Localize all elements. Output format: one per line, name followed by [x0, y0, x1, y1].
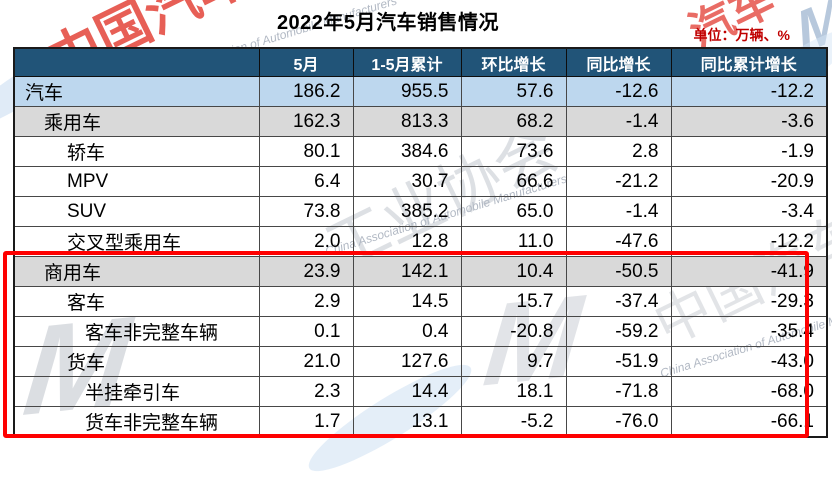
header-row: 5月 1-5月累计 环比增长 同比增长 同比累计增长	[13, 47, 828, 77]
value-cell: 6.4	[258, 166, 354, 197]
value-cell: -29.3	[670, 286, 828, 317]
row-label: 乘用车	[13, 106, 260, 137]
row-label: 货车非完整车辆	[13, 406, 260, 438]
value-cell: -47.6	[565, 226, 672, 257]
value-cell: 10.4	[460, 256, 567, 287]
value-cell: 0.1	[258, 316, 354, 347]
value-cell: 12.8	[352, 226, 462, 257]
value-cell: -1.4	[565, 106, 672, 137]
header-cell-yoy-cumulative-growth: 同比累计增长	[670, 47, 828, 77]
table-header: 5月 1-5月累计 环比增长 同比增长 同比累计增长	[13, 47, 828, 77]
value-cell: 80.1	[258, 136, 354, 167]
value-cell: -50.5	[565, 256, 672, 287]
table-row: 乘用车 162.3 813.3 68.2 -1.4 -3.6	[13, 106, 828, 137]
value-cell: 186.2	[258, 76, 354, 107]
table-row: 交叉型乘用车 2.0 12.8 11.0 -47.6 -12.2	[13, 226, 828, 257]
value-cell: -12.2	[670, 76, 828, 107]
value-cell: 2.0	[258, 226, 354, 257]
value-cell: 18.1	[460, 376, 567, 407]
value-cell: 0.4	[352, 316, 462, 347]
unit-label: 单位：万辆、%	[693, 27, 790, 43]
value-cell: 30.7	[352, 166, 462, 197]
value-cell: 68.2	[460, 106, 567, 137]
value-cell: -76.0	[565, 406, 672, 438]
value-cell: 2.3	[258, 376, 354, 407]
row-label: 汽车	[13, 76, 260, 107]
value-cell: 14.4	[352, 376, 462, 407]
value-cell: -1.4	[565, 196, 672, 227]
sales-table: 5月 1-5月累计 环比增长 同比增长 同比累计增长 汽车 186.2 955.5 5…	[13, 47, 828, 438]
value-cell: 813.3	[352, 106, 462, 137]
value-cell: -43.0	[670, 346, 828, 377]
value-cell: 1.7	[258, 406, 354, 438]
row-label: 客车非完整车辆	[13, 316, 260, 347]
value-cell: 65.0	[460, 196, 567, 227]
row-label: MPV	[13, 166, 260, 197]
table-row: 货车 21.0 127.6 9.7 -51.9 -43.0	[13, 346, 828, 377]
table-row: 半挂牵引车 2.3 14.4 18.1 -71.8 -68.0	[13, 376, 828, 407]
value-cell: -66.1	[670, 406, 828, 438]
value-cell: 2.9	[258, 286, 354, 317]
value-cell: -68.0	[670, 376, 828, 407]
table-row: 轿车 80.1 384.6 73.6 2.8 -1.9	[13, 136, 828, 167]
header-cell-mom-growth: 环比增长	[460, 47, 567, 77]
value-cell: -20.8	[460, 316, 567, 347]
value-cell: -12.6	[565, 76, 672, 107]
value-cell: -21.2	[565, 166, 672, 197]
value-cell: -37.4	[565, 286, 672, 317]
header-cell-yoy-growth: 同比增长	[565, 47, 672, 77]
value-cell: 73.8	[258, 196, 354, 227]
value-cell: 955.5	[352, 76, 462, 107]
table-row: 客车非完整车辆 0.1 0.4 -20.8 -59.2 -35.4	[13, 316, 828, 347]
value-cell: 21.0	[258, 346, 354, 377]
value-cell: 142.1	[352, 256, 462, 287]
row-label: 客车	[13, 286, 260, 317]
value-cell: 384.6	[352, 136, 462, 167]
value-cell: 127.6	[352, 346, 462, 377]
value-cell: 15.7	[460, 286, 567, 317]
header-cell-cumulative: 1-5月累计	[352, 47, 462, 77]
header-cell-may: 5月	[258, 47, 354, 77]
value-cell: -3.6	[670, 106, 828, 137]
value-cell: -3.4	[670, 196, 828, 227]
table-row: 客车 2.9 14.5 15.7 -37.4 -29.3	[13, 286, 828, 317]
value-cell: 57.6	[460, 76, 567, 107]
row-label: 交叉型乘用车	[13, 226, 260, 257]
value-cell: 23.9	[258, 256, 354, 287]
value-cell: -12.2	[670, 226, 828, 257]
row-label: 轿车	[13, 136, 260, 167]
value-cell: 2.8	[565, 136, 672, 167]
value-cell: 9.7	[460, 346, 567, 377]
table-row: MPV 6.4 30.7 66.6 -21.2 -20.9	[13, 166, 828, 197]
value-cell: 13.1	[352, 406, 462, 438]
table-row: 货车非完整车辆 1.7 13.1 -5.2 -76.0 -66.1	[13, 406, 828, 438]
value-cell: -51.9	[565, 346, 672, 377]
row-label: 货车	[13, 346, 260, 377]
value-cell: 14.5	[352, 286, 462, 317]
value-cell: -71.8	[565, 376, 672, 407]
value-cell: 73.6	[460, 136, 567, 167]
row-label: 商用车	[13, 256, 260, 287]
value-cell: -41.9	[670, 256, 828, 287]
row-label: 半挂牵引车	[13, 376, 260, 407]
value-cell: -59.2	[565, 316, 672, 347]
table-body: 汽车 186.2 955.5 57.6 -12.6 -12.2 乘用车 162.3 813.3 6…	[13, 76, 828, 438]
header-cell-category	[13, 47, 260, 77]
value-cell: 162.3	[258, 106, 354, 137]
value-cell: 11.0	[460, 226, 567, 257]
row-label: SUV	[13, 196, 260, 227]
value-cell: -1.9	[670, 136, 828, 167]
value-cell: -5.2	[460, 406, 567, 438]
value-cell: 385.2	[352, 196, 462, 227]
page-title: 2022年5月汽车销售情况	[276, 12, 500, 34]
table-row: 汽车 186.2 955.5 57.6 -12.6 -12.2	[13, 76, 828, 107]
value-cell: -20.9	[670, 166, 828, 197]
table-row: SUV 73.8 385.2 65.0 -1.4 -3.4	[13, 196, 828, 227]
value-cell: -35.4	[670, 316, 828, 347]
value-cell: 66.6	[460, 166, 567, 197]
table-row: 商用车 23.9 142.1 10.4 -50.5 -41.9	[13, 256, 828, 287]
